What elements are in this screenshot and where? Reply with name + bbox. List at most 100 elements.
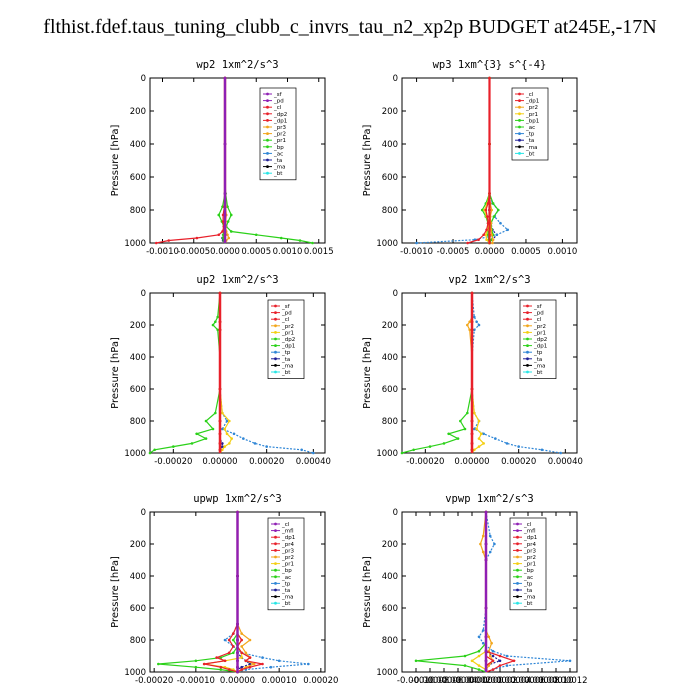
legend-marker [274, 317, 277, 321]
data-point-tp [242, 437, 245, 440]
data-point-pr2 [479, 542, 482, 546]
data-point-bp [232, 638, 235, 642]
data-point-tp [517, 445, 520, 448]
data-point-pr2 [244, 651, 248, 655]
data-point-cl [236, 638, 239, 642]
legend-marker [518, 152, 521, 155]
legend-label: _pr1 [523, 562, 536, 568]
chart-panel-5: upwp 1xm^2/s^3 0 200 400 600 800 1000 Pressure … [110, 493, 338, 686]
data-point-dp1 [482, 233, 485, 237]
data-point-tp [221, 427, 224, 431]
legend-marker [526, 350, 529, 354]
legend-label: _pr2 [281, 324, 294, 330]
y-tick-label: 600 [130, 604, 146, 614]
data-point-dp1 [221, 230, 224, 233]
legend-label: _ac [523, 575, 533, 581]
legend-label: _dp1 [281, 344, 295, 350]
data-point-tp [568, 659, 572, 663]
y-tick-label: 800 [130, 636, 146, 646]
data-point-pr2 [481, 534, 485, 538]
legend-label: _tp [523, 581, 533, 587]
y-tick-label: 200 [382, 107, 398, 117]
series-line-pr2 [236, 512, 256, 673]
legend-marker [518, 92, 521, 96]
legend-marker [526, 331, 529, 334]
legend-label: _ta [281, 357, 290, 363]
data-point-sf [470, 291, 474, 295]
legend-label: _ac [273, 151, 283, 157]
series-line-tp [471, 292, 561, 454]
x-tick-label: 0.0015 [304, 247, 334, 257]
x-tick-label: 0.00010 [262, 676, 297, 686]
data-point-tp [269, 665, 273, 669]
y-tick-label: 0 [393, 289, 398, 299]
data-point-tp [477, 323, 481, 327]
legend-marker [516, 522, 519, 526]
data-point-cl [236, 622, 239, 626]
data-point-tp [481, 629, 485, 632]
data-point-cl [484, 510, 488, 514]
chart-panel-3: up2 1xm^2/s^3 0 200 400 600 800 1000 Pressure [… [110, 274, 331, 467]
legend-label: _dp1 [523, 535, 537, 541]
y-tick-label: 0 [141, 289, 146, 299]
data-point-dp1 [217, 233, 221, 237]
data-point-tp [261, 656, 264, 659]
legend-marker [266, 152, 269, 155]
data-point-pr4 [491, 659, 495, 663]
legend-marker [274, 549, 277, 552]
data-point-dp2 [447, 432, 450, 436]
legend-label: _pr3 [281, 548, 295, 554]
data-point-cl [484, 542, 488, 546]
data-point-sf [223, 76, 227, 80]
data-point-dp2 [216, 315, 219, 319]
data-point-dp1 [154, 241, 158, 245]
legend-marker [526, 357, 529, 361]
legend-label: _dp1 [281, 535, 295, 541]
legend-marker [274, 575, 277, 579]
legend-marker [526, 364, 529, 367]
data-point-bp [157, 662, 160, 666]
legend: _sf_pd_cl_pr2_pr1_dp2_dp1_tp_ta_ma_bt [267, 299, 305, 379]
legend-label: _pr1 [525, 112, 538, 118]
data-point-pr1 [477, 437, 481, 440]
data-point-dp1 [477, 238, 480, 241]
data-point-pr4 [248, 656, 252, 659]
data-point-dp2 [148, 451, 152, 455]
legend-marker [274, 364, 277, 367]
data-point-dp1 [167, 239, 171, 242]
data-point-bp [414, 659, 418, 663]
plot-frame [149, 77, 326, 244]
data-point-sf [218, 419, 222, 423]
legend-label: _dp2 [281, 337, 295, 343]
legend-marker [516, 549, 519, 552]
legend-label: _ta [523, 588, 532, 594]
data-point-dp2 [195, 432, 198, 436]
data-point-pr1 [221, 411, 224, 415]
y-axis-label: Pressure [hPa] [110, 556, 121, 628]
data-point-tp [505, 654, 509, 658]
y-tick-label: 1000 [124, 449, 146, 459]
legend-label: _pr4 [523, 542, 537, 548]
legend-label: _ta [525, 138, 534, 144]
legend-marker [274, 582, 277, 585]
data-point-cl [484, 668, 488, 671]
data-point-bp [219, 668, 223, 671]
legend-label: _ac [525, 125, 535, 131]
y-tick-label: 600 [382, 385, 398, 395]
y-tick-label: 800 [382, 206, 398, 216]
data-point-ta [498, 659, 502, 663]
legend-label: _bt [533, 370, 543, 376]
legend-label: _pr2 [523, 555, 536, 561]
data-point-tp [265, 445, 268, 448]
y-tick-label: 800 [130, 206, 146, 216]
data-point-sf [218, 442, 222, 445]
series-line-tp [219, 293, 314, 454]
data-point-bp [477, 649, 481, 653]
data-point-dp2 [214, 411, 217, 415]
data-point-pr2 [248, 638, 252, 642]
data-point-dp2 [466, 411, 469, 415]
legend-marker [266, 112, 269, 116]
y-tick-label: 800 [382, 636, 398, 646]
chart-panel-4: vp2 1xm^2/s^3 0 200 400 600 800 1000 Pressure [… [362, 274, 583, 467]
